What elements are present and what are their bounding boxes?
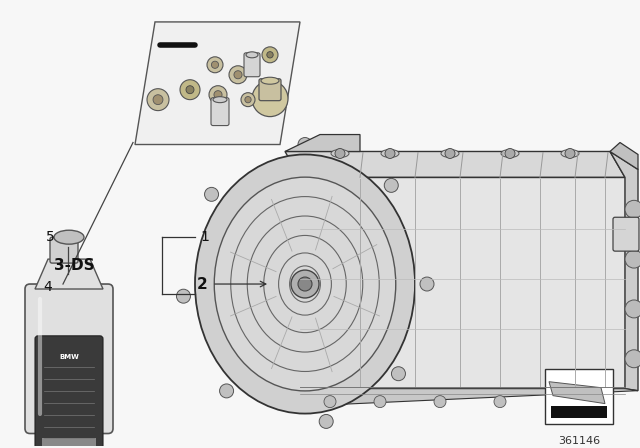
Circle shape	[434, 396, 446, 408]
Circle shape	[625, 350, 640, 368]
FancyBboxPatch shape	[25, 284, 113, 434]
Circle shape	[298, 138, 312, 151]
Polygon shape	[35, 259, 103, 289]
FancyBboxPatch shape	[244, 53, 260, 77]
Circle shape	[625, 200, 640, 218]
Circle shape	[177, 289, 191, 303]
Polygon shape	[300, 389, 638, 405]
Bar	[545, 369, 613, 423]
Circle shape	[262, 47, 278, 63]
Text: 4: 4	[44, 280, 52, 294]
Polygon shape	[610, 151, 638, 391]
Circle shape	[147, 89, 169, 111]
Circle shape	[205, 187, 218, 201]
FancyBboxPatch shape	[259, 79, 281, 101]
Circle shape	[214, 90, 222, 99]
Circle shape	[392, 367, 406, 381]
Circle shape	[298, 277, 312, 291]
Polygon shape	[285, 134, 360, 151]
Bar	[42, 439, 96, 448]
Circle shape	[207, 57, 223, 73]
Ellipse shape	[261, 77, 279, 84]
Circle shape	[209, 86, 227, 103]
Text: 1: 1	[200, 230, 209, 244]
Circle shape	[153, 95, 163, 104]
Polygon shape	[549, 382, 605, 404]
Polygon shape	[135, 22, 300, 145]
Circle shape	[186, 86, 194, 94]
Circle shape	[319, 414, 333, 428]
Text: 3-DS: 3-DS	[54, 258, 95, 273]
FancyBboxPatch shape	[50, 237, 78, 263]
Circle shape	[335, 148, 345, 159]
Ellipse shape	[246, 52, 258, 58]
Circle shape	[220, 384, 234, 398]
Ellipse shape	[214, 177, 396, 391]
Circle shape	[599, 396, 611, 408]
Text: 5: 5	[45, 230, 54, 244]
Polygon shape	[300, 177, 625, 389]
Circle shape	[374, 396, 386, 408]
Circle shape	[384, 178, 398, 192]
Circle shape	[385, 148, 395, 159]
Circle shape	[241, 93, 255, 107]
Circle shape	[625, 300, 640, 318]
FancyBboxPatch shape	[211, 98, 229, 125]
Ellipse shape	[54, 230, 84, 244]
Circle shape	[554, 396, 566, 408]
Ellipse shape	[441, 150, 459, 157]
FancyBboxPatch shape	[613, 217, 639, 251]
FancyBboxPatch shape	[35, 336, 103, 448]
Circle shape	[234, 71, 242, 79]
Circle shape	[505, 148, 515, 159]
Circle shape	[445, 148, 455, 159]
Circle shape	[625, 250, 640, 268]
Polygon shape	[610, 142, 638, 169]
Ellipse shape	[195, 155, 415, 414]
Circle shape	[211, 61, 219, 69]
Circle shape	[420, 277, 434, 291]
Circle shape	[291, 270, 319, 298]
Circle shape	[245, 96, 251, 103]
Circle shape	[565, 148, 575, 159]
Circle shape	[252, 81, 288, 116]
Text: 361146: 361146	[558, 435, 600, 445]
Ellipse shape	[501, 150, 519, 157]
Circle shape	[324, 396, 336, 408]
Ellipse shape	[381, 150, 399, 157]
Bar	[551, 405, 607, 418]
Circle shape	[229, 66, 247, 84]
Ellipse shape	[213, 97, 227, 103]
Circle shape	[180, 80, 200, 99]
Circle shape	[267, 52, 273, 58]
Text: BMW: BMW	[59, 354, 79, 360]
Ellipse shape	[561, 150, 579, 157]
Ellipse shape	[331, 150, 349, 157]
Circle shape	[494, 396, 506, 408]
Polygon shape	[285, 151, 625, 177]
Text: 2: 2	[197, 276, 208, 292]
